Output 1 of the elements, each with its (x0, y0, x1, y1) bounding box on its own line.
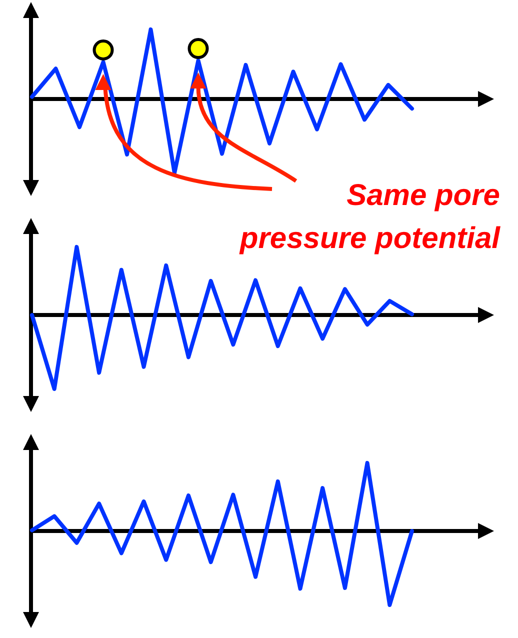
annotation: Same pore pressure potential (238, 179, 501, 255)
